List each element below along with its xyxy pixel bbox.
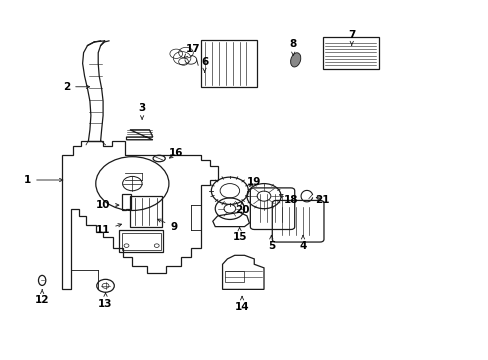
Text: 14: 14 (234, 297, 249, 312)
Text: 15: 15 (232, 227, 246, 242)
Bar (322, 37, 378, 69)
Text: 16: 16 (169, 148, 183, 158)
Ellipse shape (290, 53, 300, 67)
Text: 7: 7 (347, 30, 355, 45)
Text: 20: 20 (234, 202, 249, 216)
Text: 10: 10 (96, 200, 119, 210)
Text: 5: 5 (267, 235, 274, 251)
Bar (130, 196, 161, 226)
Text: 1: 1 (24, 175, 62, 185)
Text: 8: 8 (289, 39, 296, 55)
Text: 12: 12 (35, 289, 49, 305)
Text: 9: 9 (157, 219, 177, 231)
Text: 11: 11 (96, 224, 121, 235)
Text: 21: 21 (315, 195, 329, 205)
Text: 19: 19 (246, 177, 261, 187)
Text: 17: 17 (184, 44, 200, 58)
Text: 4: 4 (299, 235, 306, 251)
Text: 18: 18 (279, 194, 298, 205)
Text: 6: 6 (201, 57, 208, 72)
Bar (119, 230, 163, 252)
Bar (122, 233, 160, 250)
Text: 13: 13 (98, 293, 113, 309)
Text: 3: 3 (138, 103, 145, 119)
Text: 2: 2 (63, 82, 89, 92)
Bar (200, 40, 256, 87)
Bar (224, 271, 244, 282)
